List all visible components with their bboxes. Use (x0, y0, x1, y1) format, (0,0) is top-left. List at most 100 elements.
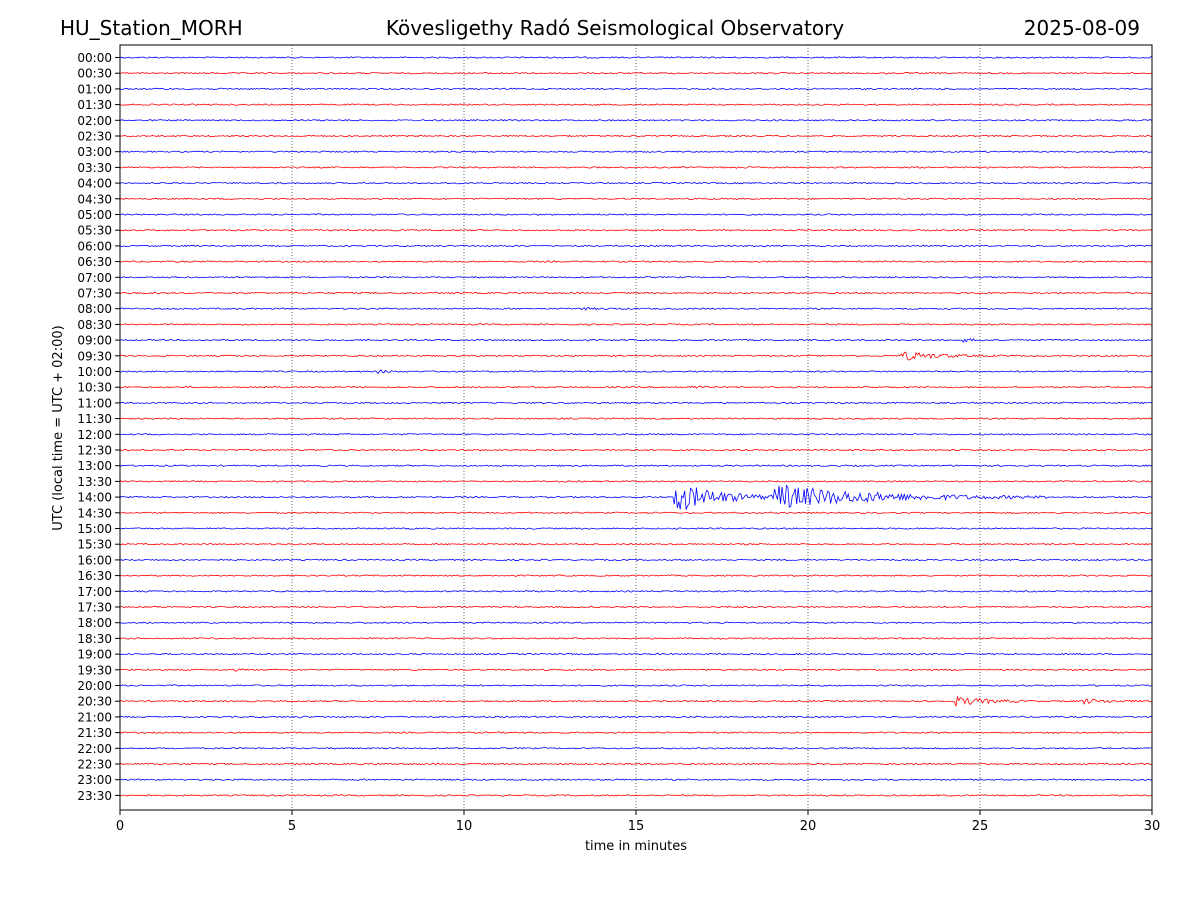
y-tick-label: 23:00 (77, 773, 112, 787)
y-tick-label: 03:30 (77, 161, 112, 175)
y-tick-label: 12:30 (77, 444, 112, 458)
trace-0930 (119, 351, 1153, 361)
trace-0730 (119, 291, 1153, 295)
x-tick-label: 0 (116, 819, 124, 834)
y-tick-label: 15:30 (77, 538, 112, 552)
x-tick-label: 5 (288, 819, 296, 834)
trace-1830 (119, 637, 1153, 640)
trace-2230 (119, 762, 1153, 766)
trace-1100 (119, 401, 1153, 405)
x-tick-label: 25 (972, 819, 989, 834)
y-tick-label: 20:30 (77, 695, 112, 709)
y-tick-label: 07:00 (77, 271, 112, 285)
y-tick-label: 06:00 (77, 239, 112, 253)
trace-2000 (119, 684, 1153, 687)
y-tick-label: 09:30 (77, 349, 112, 363)
y-tick-label: 22:00 (77, 742, 112, 756)
y-tick-label: 11:30 (77, 412, 112, 426)
y-tick-label: 08:00 (77, 302, 112, 316)
trace-2100 (119, 715, 1153, 719)
y-tick-label: 10:30 (77, 381, 112, 395)
trace-0000 (119, 56, 1153, 59)
trace-0300 (119, 150, 1153, 153)
trace-1930 (119, 668, 1153, 672)
trace-1700 (119, 590, 1153, 593)
station-name: HU_Station_MORH (60, 16, 243, 40)
y-tick-label: 08:30 (77, 318, 112, 332)
y-tick-label: 17:30 (77, 601, 112, 615)
y-tick-label: 04:30 (77, 192, 112, 206)
y-tick-label: 15:00 (77, 522, 112, 536)
trace-0100 (119, 87, 1153, 91)
y-tick-label: 13:00 (77, 459, 112, 473)
trace-0900 (119, 338, 1153, 343)
trace-0030 (119, 72, 1153, 75)
y-tick-label: 14:30 (77, 506, 112, 520)
y-tick-label: 23:30 (77, 789, 112, 803)
trace-0630 (119, 260, 1153, 263)
trace-1130 (119, 417, 1153, 420)
y-tick-label: 13:30 (77, 475, 112, 489)
y-tick-label: 02:30 (77, 130, 112, 144)
trace-0600 (119, 244, 1153, 248)
y-tick-label: 20:00 (77, 679, 112, 693)
trace-2130 (119, 731, 1153, 734)
x-tick-label: 20 (800, 819, 817, 834)
trace-2200 (119, 747, 1153, 750)
trace-1000 (119, 369, 1153, 375)
y-tick-label: 16:30 (77, 569, 112, 583)
trace-1530 (119, 542, 1153, 546)
trace-1600 (119, 558, 1153, 562)
y-axis-label: UTC (local time = UTC + 02:00) (51, 325, 66, 530)
y-tick-label: 01:30 (77, 98, 112, 112)
trace-1230 (119, 448, 1153, 452)
x-tick-label: 30 (1144, 819, 1161, 834)
trace-0700 (119, 276, 1153, 279)
trace-0400 (119, 181, 1153, 185)
trace-1330 (119, 480, 1153, 483)
trace-1400 (119, 484, 1153, 510)
y-tick-label: 09:00 (77, 334, 112, 348)
trace-1730 (119, 605, 1153, 609)
y-tick-label: 16:00 (77, 553, 112, 567)
trace-1630 (119, 574, 1153, 577)
y-tick-label: 03:00 (77, 145, 112, 159)
trace-1200 (119, 433, 1153, 436)
trace-0500 (119, 213, 1153, 216)
trace-0330 (119, 166, 1153, 169)
trace-2030 (119, 695, 1153, 707)
chart-date: 2025-08-09 (1023, 16, 1140, 40)
y-tick-label: 12:00 (77, 428, 112, 442)
x-axis-label: time in minutes (585, 839, 687, 854)
y-tick-label: 19:00 (77, 648, 112, 662)
y-tick-label: 10:00 (77, 365, 112, 379)
trace-0200 (119, 119, 1153, 122)
y-tick-label: 05:00 (77, 208, 112, 222)
y-tick-label: 18:00 (77, 616, 112, 630)
y-tick-label: 17:00 (77, 585, 112, 599)
y-tick-label: 22:30 (77, 758, 112, 772)
y-tick-label: 19:30 (77, 663, 112, 677)
chart-title: Kövesligethy Radó Seismological Observat… (385, 16, 845, 40)
trace-2300 (119, 778, 1153, 781)
y-tick-label: 14:00 (77, 491, 112, 505)
y-tick-label: 02:00 (77, 114, 112, 128)
trace-1800 (119, 621, 1153, 624)
trace-0830 (119, 323, 1153, 326)
trace-1300 (119, 464, 1153, 467)
y-tick-label: 00:00 (77, 51, 112, 65)
y-tick-label: 07:30 (77, 287, 112, 301)
trace-0430 (119, 197, 1153, 200)
y-tick-label: 21:30 (77, 726, 112, 740)
y-tick-label: 05:30 (77, 224, 112, 238)
y-tick-label: 00:30 (77, 67, 112, 81)
trace-1500 (119, 527, 1153, 530)
grid-layer (291, 45, 981, 810)
trace-layer (119, 56, 1153, 797)
y-tick-label: 01:00 (77, 82, 112, 96)
trace-0230 (119, 134, 1153, 138)
y-tick-label: 06:30 (77, 255, 112, 269)
trace-1030 (119, 385, 1153, 389)
